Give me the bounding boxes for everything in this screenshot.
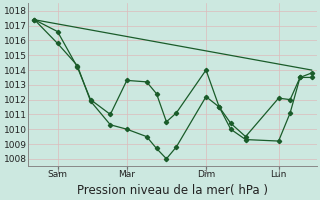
X-axis label: Pression niveau de la mer( hPa ): Pression niveau de la mer( hPa ) bbox=[77, 184, 268, 197]
